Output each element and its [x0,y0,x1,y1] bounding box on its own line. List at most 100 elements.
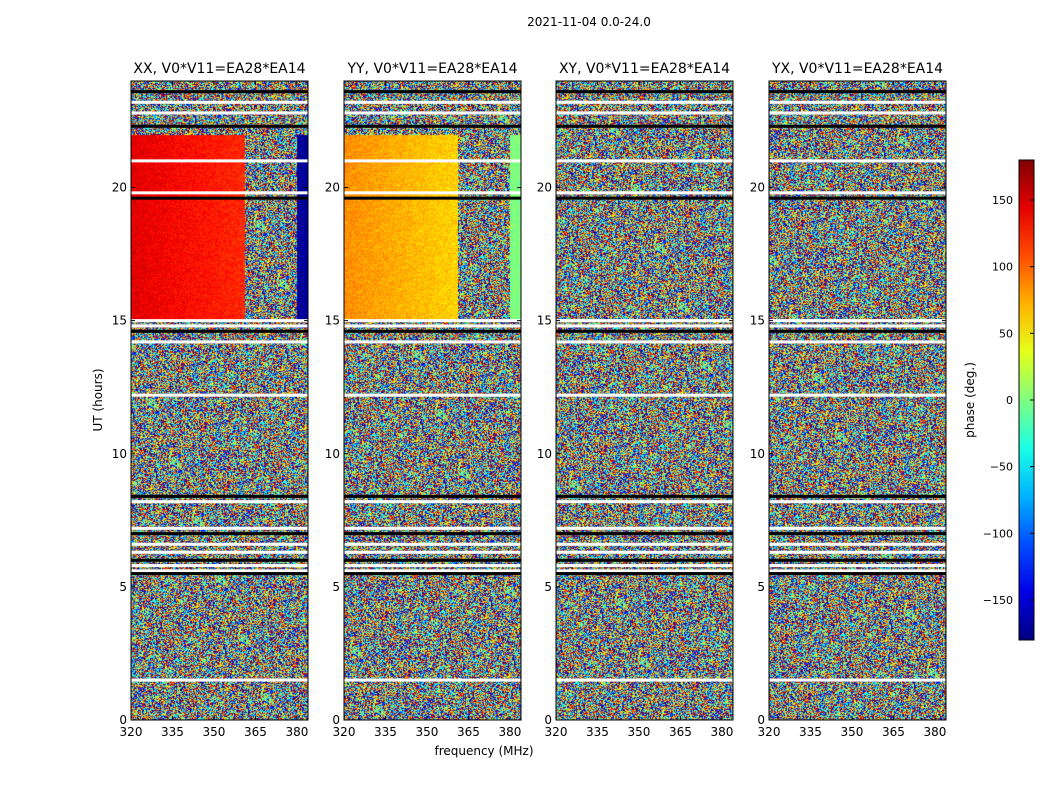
flagged-row [769,500,946,504]
flagged-row [556,542,733,546]
flagged-row [131,329,308,333]
x-tick-label: 365 [882,725,905,739]
flagged-row [769,678,946,682]
colorbar-tick-label: −50 [990,461,1013,474]
flagged-row [131,393,308,397]
flagged-row [344,678,521,682]
flagged-row [556,678,733,682]
flagged-row [344,393,521,397]
colorbar-tick-label: 0 [1006,394,1013,407]
flagged-row [769,564,946,568]
flagged-row [131,100,308,104]
flagged-row [131,159,308,163]
flagged-row [556,494,733,498]
panel-frame [343,80,522,721]
panel-4: YX, V0*V11=EA28*EA14 320 335 350 365 380 0 5 10 1… [750,61,947,739]
y-tick-label: 10 [537,447,552,461]
flagged-row [131,542,308,546]
flagged-row [556,329,733,333]
flagged-row [769,100,946,104]
flagged-row [344,550,521,554]
y-tick-label: 10 [750,447,765,461]
flagged-row [344,124,521,128]
flagged-row [131,564,308,568]
flagged-row [344,564,521,568]
flagged-row [131,90,308,94]
flagged-row [769,569,946,573]
x-tick-label: 350 [841,725,864,739]
flagged-row [769,532,946,536]
flagged-row [344,542,521,546]
x-tick-label: 335 [799,725,822,739]
panel-title: XY, V0*V11=EA28*EA14 [559,61,730,77]
flagged-row [344,532,521,536]
colorbar-tick-label: 100 [992,261,1013,274]
y-tick-label: 20 [537,181,552,195]
flagged-row [344,494,521,498]
flagged-row [131,569,308,573]
flagged-row [769,340,946,344]
y-tick-label: 15 [325,314,340,328]
heatmap-3 [556,81,733,720]
panel-frame [768,80,947,721]
flagged-row [769,329,946,333]
y-tick-label: 15 [750,314,765,328]
colorbar-label: phase (deg.) [963,362,977,438]
x-axis-label: frequency (MHz) [434,744,533,758]
flagged-row [556,319,733,323]
flagged-row [131,532,308,536]
flagged-row [556,90,733,94]
x-tick-label: 320 [120,725,143,739]
x-tick-label: 365 [457,725,480,739]
flagged-row [344,111,521,115]
flagged-row [769,542,946,546]
flagged-row [556,100,733,104]
flagged-row [769,393,946,397]
y-tick-label: 5 [757,580,765,594]
flagged-row [556,564,733,568]
panel-1: XX, V0*V11=EA28*EA14 320 335 350 365 380 0 5 10 1… [112,61,309,739]
y-axis-label: UT (hours) [91,368,105,431]
flagged-row [556,550,733,554]
colorbar: 150 100 50 0 −50 −100 −150 [983,159,1035,641]
flagged-row [344,340,521,344]
flagged-row [556,340,733,344]
flagged-row [556,558,733,562]
flagged-row [131,494,308,498]
colorbar-tick-label: −100 [983,527,1013,540]
flagged-row [344,558,521,562]
x-tick-label: 380 [710,725,733,739]
flagged-row [131,678,308,682]
flagged-row [556,111,733,115]
flagged-row [344,191,521,195]
flagged-row [769,558,946,562]
flagged-row [131,340,308,344]
panel-2: YY, V0*V11=EA28*EA14 320 335 350 365 380 0 5 10 1… [325,61,522,739]
x-tick-label: 335 [374,725,397,739]
panel-title: YX, V0*V11=EA28*EA14 [771,61,943,77]
flagged-row [769,550,946,554]
x-tick-label: 380 [498,725,521,739]
flagged-row [131,550,308,554]
flagged-row [131,526,308,530]
heatmap-4 [769,81,946,720]
y-tick-label: 5 [332,580,340,594]
y-tick-label: 5 [544,580,552,594]
flagged-row [769,526,946,530]
flagged-row [344,90,521,94]
x-tick-label: 335 [586,725,609,739]
flagged-row [556,191,733,195]
colorbar-tick-label: 50 [999,327,1013,340]
flagged-row [344,324,521,328]
y-tick-label: 5 [119,580,127,594]
flagged-row [769,111,946,115]
flagged-row [131,558,308,562]
flagged-row [131,319,308,323]
flagged-row [556,324,733,328]
x-tick-label: 365 [244,725,267,739]
x-tick-label: 380 [923,725,946,739]
flagged-row [556,393,733,397]
flagged-row [344,100,521,104]
flagged-row [556,572,733,576]
